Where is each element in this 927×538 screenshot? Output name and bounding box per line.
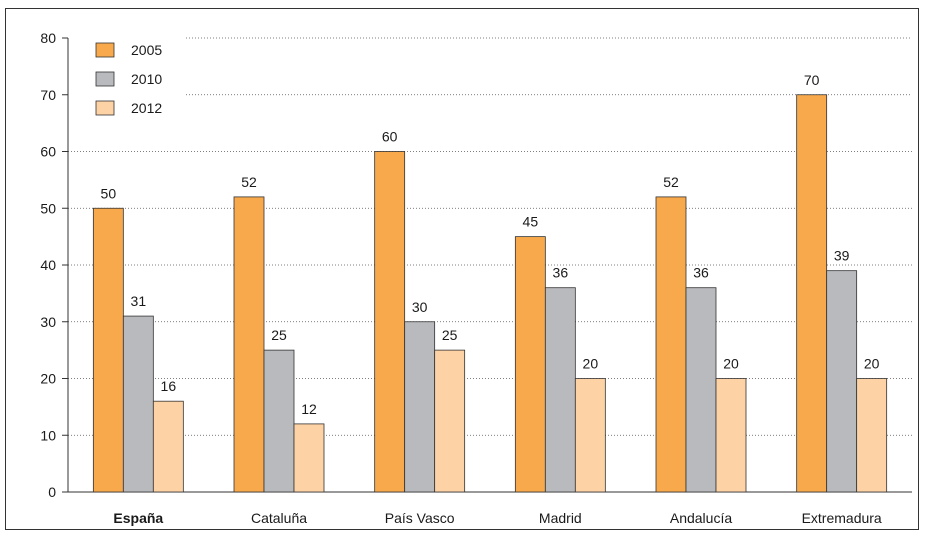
x-tick-label-0: España (113, 510, 163, 526)
bar-2012-0 (152, 400, 184, 493)
legend-swatch-2005 (95, 42, 115, 58)
data-labels: 50 31 16 52 25 12 60 30 25 45 36 20 52 36 20 70 39 20 (101, 72, 880, 417)
bar-2012-5 (856, 378, 888, 493)
legend-swatch-2012 (95, 100, 115, 116)
bar-2010-4 (685, 287, 717, 493)
legend-label-2012: 2012 (131, 100, 162, 116)
x-tick-label-2: País Vasco (385, 510, 455, 526)
data-label-2012-0: 16 (161, 378, 177, 394)
bar-2005-4 (655, 196, 687, 493)
bar-2005-5 (796, 94, 828, 493)
data-label-2010-5: 39 (834, 248, 850, 264)
bar-2005-0 (92, 207, 124, 493)
data-label-2012-2: 25 (442, 327, 458, 343)
x-tick-label-5: Extremadura (802, 510, 882, 526)
data-label-2010-2: 30 (412, 299, 428, 315)
x-tick-label-4: Andalucía (670, 510, 732, 526)
data-label-2010-4: 36 (693, 265, 709, 281)
x-tick-label-1: Cataluña (251, 510, 307, 526)
data-label-2005-4: 52 (663, 174, 679, 190)
data-label-2010-1: 25 (271, 327, 287, 343)
data-label-2005-0: 50 (101, 185, 117, 201)
grid-lines (68, 37, 912, 436)
data-label-2005-2: 60 (382, 129, 398, 145)
bar-2005-2 (374, 151, 406, 493)
data-label-2010-0: 31 (131, 293, 147, 309)
y-tick-label-50: 50 (40, 200, 56, 216)
legend-label-2005: 2005 (131, 42, 162, 58)
y-tick-label-70: 70 (40, 87, 56, 103)
bar-chart: 0 10 20 30 40 50 60 70 80 España Cataluña País Vasc… (40, 30, 912, 526)
data-label-2005-3: 45 (523, 214, 539, 230)
y-tick-label-30: 30 (40, 314, 56, 330)
bar-2005-1 (233, 196, 265, 493)
bar-2012-1 (293, 423, 325, 493)
data-label-2005-1: 52 (241, 174, 257, 190)
y-tick-label-60: 60 (40, 144, 56, 160)
y-tick-label-10: 10 (40, 427, 56, 443)
y-tick-label-0: 0 (48, 484, 56, 500)
axes: 0 10 20 30 40 50 60 70 80 España Cataluña País Vasc… (40, 30, 912, 526)
bars (92, 94, 888, 493)
y-tick-label-20: 20 (40, 371, 56, 387)
chart-frame: 0 10 20 30 40 50 60 70 80 España Cataluña País Vasc… (5, 8, 919, 530)
bar-2010-5 (826, 270, 858, 493)
bar-2012-3 (574, 378, 606, 493)
data-label-2005-5: 70 (804, 72, 820, 88)
bar-2012-4 (715, 378, 747, 493)
bar-2012-2 (434, 349, 466, 493)
data-label-2012-3: 20 (583, 356, 599, 372)
data-label-2010-3: 36 (553, 265, 569, 281)
bar-2010-3 (544, 287, 576, 493)
legend-swatch-2010 (95, 71, 115, 87)
bar-2010-2 (404, 321, 436, 493)
legend: 2005 2010 2012 (95, 42, 162, 116)
bar-2005-3 (514, 236, 546, 493)
data-label-2012-4: 20 (723, 356, 739, 372)
x-tick-label-3: Madrid (539, 510, 582, 526)
bar-2010-1 (263, 349, 295, 493)
bar-2010-0 (122, 315, 154, 493)
data-label-2012-1: 12 (301, 401, 317, 417)
data-label-2012-5: 20 (864, 356, 880, 372)
y-tick-label-40: 40 (40, 257, 56, 273)
y-tick-label-80: 80 (40, 30, 56, 46)
legend-label-2010: 2010 (131, 71, 162, 87)
